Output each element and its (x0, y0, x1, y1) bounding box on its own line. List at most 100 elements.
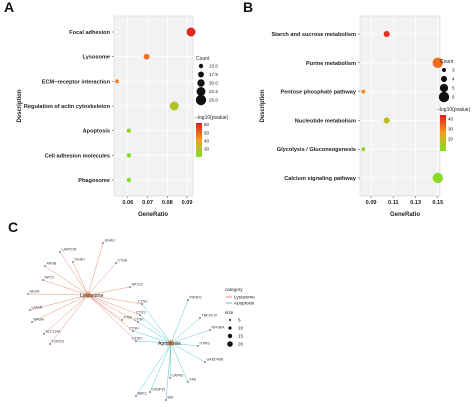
x-tick-label: 0.11 (388, 200, 399, 206)
gene-node (72, 261, 74, 263)
data-point (115, 79, 119, 84)
panel-letter-c: C (8, 219, 18, 235)
gene-node (31, 321, 33, 323)
network-edges (27, 242, 211, 401)
gene-node (115, 262, 117, 264)
gene-node (169, 377, 171, 379)
gene-label: BAK1 (138, 392, 147, 396)
gene-node (102, 242, 104, 244)
category-label: Phagosome (78, 178, 110, 184)
data-point (361, 89, 366, 94)
colorbar-tick-label: 30 (204, 147, 210, 152)
edge-apoptosis (149, 342, 172, 393)
gene-label: BID (168, 396, 174, 400)
edge-apoptosis (170, 342, 189, 383)
category-label: Apoptosis (83, 129, 110, 135)
panel-b-grid (360, 16, 440, 196)
gene-node (197, 345, 199, 347)
edge-lysosome (43, 294, 89, 335)
network-size-legend-dot (227, 341, 233, 347)
gene-label: CTSS (136, 311, 146, 315)
data-point (143, 53, 150, 60)
gene-node (141, 303, 143, 305)
size-legend-dot (198, 71, 204, 78)
data-point (432, 172, 443, 184)
panel-a-dotplot: Focal adhesion Lysosome ECM−receptor inter… (17, 15, 229, 218)
gene-label: CTSH (129, 327, 139, 331)
edge-lysosome (27, 293, 89, 296)
colorbar-tick-label: 40 (448, 117, 454, 122)
edge-apoptosis (135, 340, 172, 344)
edge-lysosome (29, 294, 89, 311)
panel-b-color-legend-title: −log10(pvalue) (437, 107, 471, 113)
gene-label: CASP10 (152, 388, 166, 392)
edge-apoptosis (141, 303, 172, 344)
network-gene-nodes: LAMTOR GGA3 SGSH CTSA ARSB AP1S3 NPC2 HEXA LIGAN… (27, 239, 225, 401)
panel-b-points (361, 30, 443, 184)
panel-a-y-axis-title: Description (17, 89, 23, 122)
network-size-legend-dot (227, 333, 233, 339)
network-size-legend-label: 5 (238, 317, 241, 322)
gene-node (165, 399, 167, 401)
data-point (126, 128, 132, 133)
edge-apoptosis (139, 314, 172, 344)
edge-lysosome (87, 294, 123, 321)
gene-node (137, 321, 139, 323)
data-point (186, 27, 196, 37)
edge-lysosome (87, 294, 137, 342)
edge-lysosome (31, 294, 89, 323)
size-legend-label: 25.0 (209, 98, 218, 103)
edge-apoptosis (135, 342, 172, 397)
edge-apoptosis (165, 342, 172, 401)
category-label: Pentose phosphate pathway (280, 90, 356, 96)
network-size-legend-label: 15 (238, 333, 244, 338)
gene-node (49, 343, 51, 345)
size-legend-label: 15.0 (209, 64, 218, 69)
panel-a-color-legend-title: −log10(pvalue) (195, 115, 229, 121)
network-size-legend-label: 10 (238, 325, 244, 330)
gene-label: TNFSF10 (202, 314, 218, 318)
panel-a-size-legend-title: Count (196, 56, 210, 62)
panel-b-category-labels: Starch and sucrose metabolism Purine meta… (271, 32, 360, 182)
data-point (383, 30, 390, 38)
gene-label: CTSD (132, 337, 142, 341)
panel-c-network: LAMTOR GGA3 SGSH CTSA ARSB AP1S3 NPC2 HEXA LIGAN… (27, 239, 255, 401)
x-tick-label: 0.07 (142, 200, 153, 206)
category-label: Calcium signaling pathway (284, 176, 357, 182)
edge-apoptosis (170, 342, 199, 347)
size-legend-dot (442, 68, 446, 72)
edge-apoptosis (170, 329, 211, 344)
gene-node (199, 317, 201, 319)
gene-label: CAPN2 (172, 374, 184, 378)
data-point (126, 153, 132, 158)
hub-label-apoptosis: Apoptosis (158, 341, 181, 347)
size-legend-label: 3 (452, 68, 455, 73)
x-tick-label: 0.06 (122, 200, 133, 206)
gene-label: ARSB (47, 262, 57, 266)
gene-node (187, 381, 189, 383)
gene-node (132, 330, 134, 332)
network-legend-lysosome-label: Lysosome (234, 295, 255, 300)
gene-label: TCIRG1 (52, 340, 65, 344)
gene-node (204, 361, 206, 363)
gene-label: CTSC (138, 300, 148, 304)
category-label: Nucleotide metabolism (295, 118, 356, 124)
gene-label: NAGA (34, 318, 45, 322)
gene-node (29, 309, 31, 311)
panel-b-dotplot: Starch and sucrose metabolism Purine meta… (260, 15, 471, 218)
network-size-legend-dot (228, 326, 232, 330)
gene-label: CTSK (134, 318, 144, 322)
network-legend-size-entries: 5 10 15 20 (227, 317, 244, 347)
size-legend-dot (197, 79, 205, 87)
network-legend-size-title: size (225, 310, 234, 315)
gene-node (121, 319, 123, 321)
edge-lysosome (49, 294, 89, 345)
size-legend-dot (438, 91, 450, 103)
colorbar-tick-label: 60 (204, 122, 210, 127)
network-size-legend-label: 20 (238, 341, 244, 346)
gene-node (135, 395, 137, 397)
x-tick-label: 0.08 (162, 200, 173, 206)
gene-node (187, 299, 189, 301)
gene-label: ITGB (124, 316, 133, 320)
panel-b-size-legend-title: Count (440, 59, 454, 65)
